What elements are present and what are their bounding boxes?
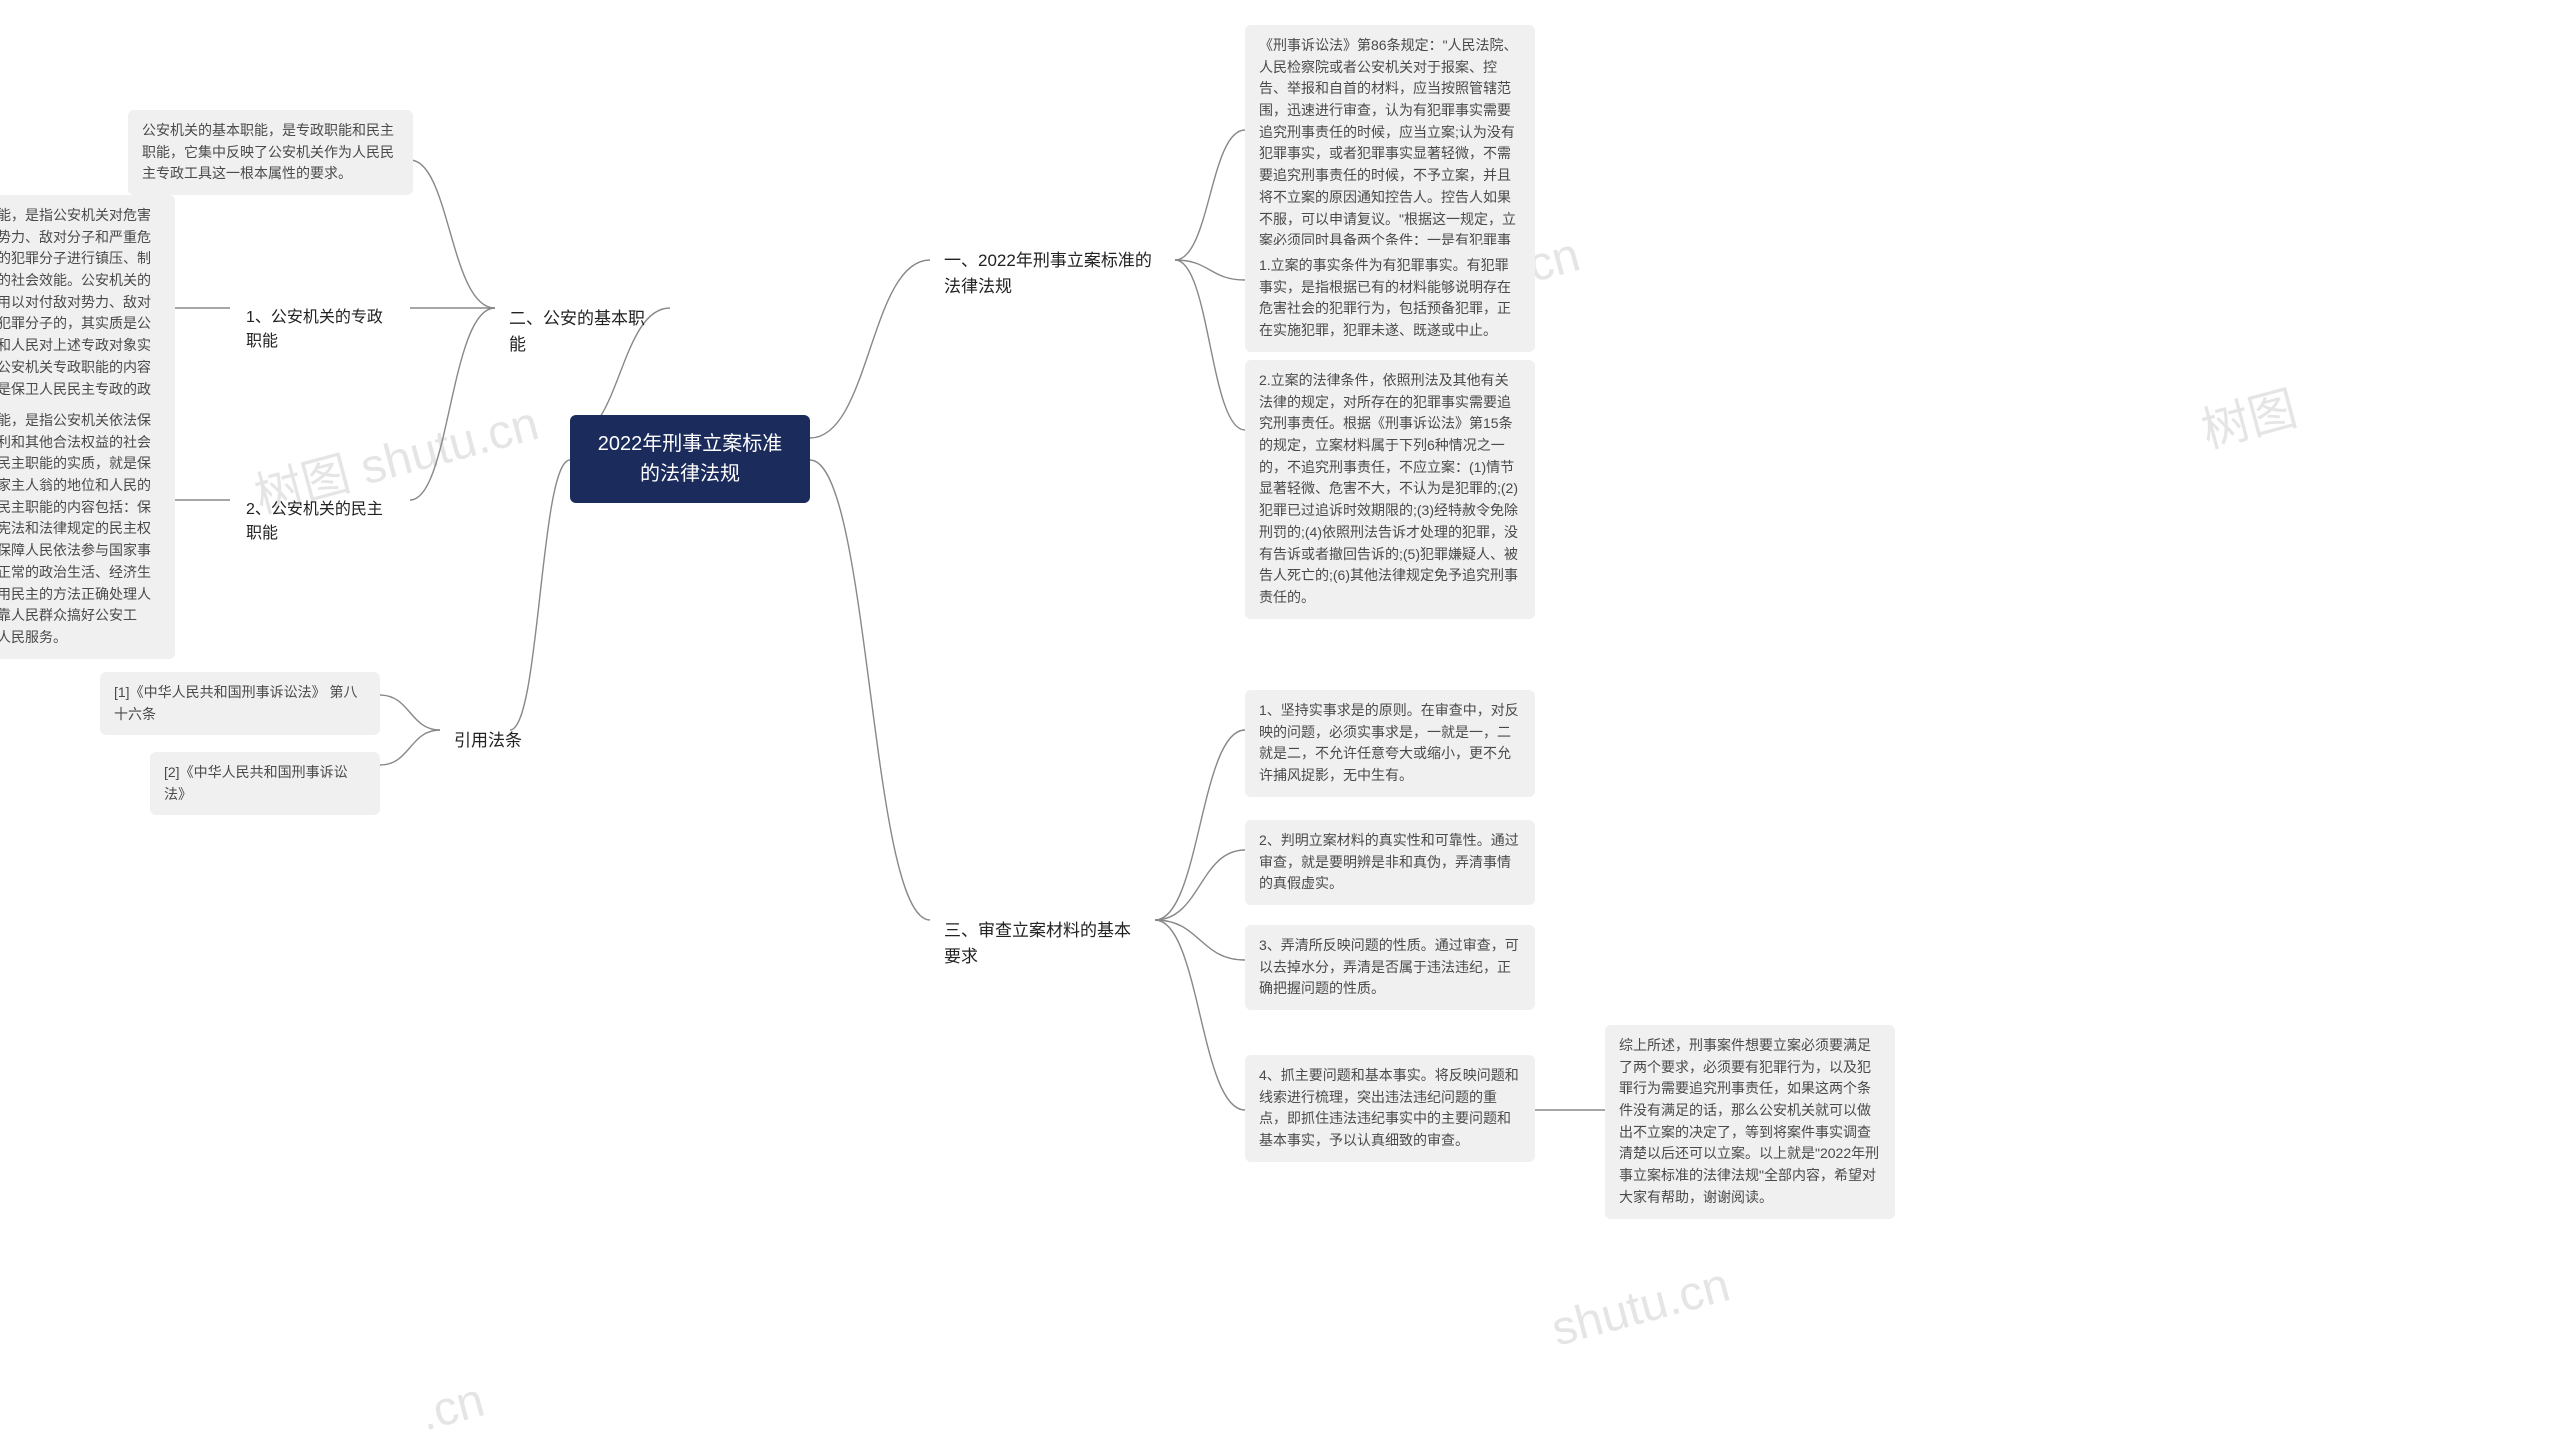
sub-l2-1-label: 1、公安机关的专政职能 xyxy=(246,309,383,350)
leaf-l2-2: 公安机关民主职能，是指公安机关依法保护人民的民主权利和其他合法权益的社会效能。公… xyxy=(0,400,175,659)
leaf-r1-c: 2.立案的法律条件，依照刑法及其他有关法律的规定，对所存在的犯罪事实需要追究刑事… xyxy=(1245,360,1535,619)
branch-r1: 一、2022年刑事立案标准的法律法规 xyxy=(930,238,1180,309)
branch-l2-label: 二、公安的基本职能 xyxy=(509,309,645,354)
sub-l2-2-label: 2、公安机关的民主职能 xyxy=(246,501,383,542)
leaf-l3-ref1-text: [1]《中华人民共和国刑事诉讼法》 第八十六条 xyxy=(114,684,357,722)
leaf-r3-1-text: 1、坚持实事求是的原则。在审查中，对反映的问题，必须实事求是，一就是一，二就是二… xyxy=(1259,702,1519,783)
leaf-r3-1: 1、坚持实事求是的原则。在审查中，对反映的问题，必须实事求是，一就是一，二就是二… xyxy=(1245,690,1535,797)
branch-l3: 引用法条 xyxy=(440,718,540,764)
leaf-r1-a-text: 《刑事诉讼法》第86条规定："人民法院、人民检察院或者公安机关对于报案、控告、举… xyxy=(1259,37,1518,270)
leaf-r3-4-extra-text: 综上所述，刑事案件想要立案必须要满足了两个要求，必须要有犯罪行为，以及犯罪行为需… xyxy=(1619,1037,1879,1205)
branch-l3-label: 引用法条 xyxy=(454,731,522,750)
watermark: shutu.cn xyxy=(1546,1257,1736,1357)
root-node: 2022年刑事立案标准的法律法规 xyxy=(570,415,810,503)
leaf-l3-ref1: [1]《中华人民共和国刑事诉讼法》 第八十六条 xyxy=(100,672,380,735)
leaf-r1-b-text: 1.立案的事实条件为有犯罪事实。有犯罪事实，是指根据已有的材料能够说明存在危害社… xyxy=(1259,257,1511,338)
sub-l2-1: 1、公安机关的专政职能 xyxy=(232,296,412,364)
leaf-r3-4-text: 4、抓主要问题和基本事实。将反映问题和线索进行梳理，突出违法违纪问题的重点，即抓… xyxy=(1259,1067,1519,1148)
branch-l2: 二、公安的基本职能 xyxy=(495,296,670,367)
watermark: 树图 xyxy=(2193,369,2304,461)
leaf-l2-intro-text: 公安机关的基本职能，是专政职能和民主职能，它集中反映了公安机关作为人民民主专政工… xyxy=(142,122,394,181)
branch-r3: 三、审查立案材料的基本要求 xyxy=(930,908,1160,979)
leaf-r1-b: 1.立案的事实条件为有犯罪事实。有犯罪事实，是指根据已有的材料能够说明存在危害社… xyxy=(1245,245,1535,352)
leaf-l2-intro: 公安机关的基本职能，是专政职能和民主职能，它集中反映了公安机关作为人民民主专政工… xyxy=(128,110,413,195)
leaf-l3-ref2: [2]《中华人民共和国刑事诉讼法》 xyxy=(150,752,380,815)
branch-r1-label: 一、2022年刑事立案标准的法律法规 xyxy=(944,251,1152,296)
watermark: .cn xyxy=(414,1373,490,1442)
leaf-l2-2-text: 公安机关民主职能，是指公安机关依法保护人民的民主权利和其他合法权益的社会效能。公… xyxy=(0,412,151,645)
sub-l2-2: 2、公安机关的民主职能 xyxy=(232,488,412,556)
leaf-l3-ref2-text: [2]《中华人民共和国刑事诉讼法》 xyxy=(164,764,348,802)
leaf-r3-4: 4、抓主要问题和基本事实。将反映问题和线索进行梳理，突出违法违纪问题的重点，即抓… xyxy=(1245,1055,1535,1162)
branch-r3-label: 三、审查立案材料的基本要求 xyxy=(944,921,1131,966)
leaf-r1-c-text: 2.立案的法律条件，依照刑法及其他有关法律的规定，对所存在的犯罪事实需要追究刑事… xyxy=(1259,372,1518,605)
leaf-r3-3: 3、弄清所反映问题的性质。通过审查，可以去掉水分，弄清是否属于违法违纪，正确把握… xyxy=(1245,925,1535,1010)
leaf-r3-2-text: 2、判明立案材料的真实性和可靠性。通过审查，就是要明辨是非和真伪，弄清事情的真假… xyxy=(1259,832,1519,891)
leaf-r3-4-extra: 综上所述，刑事案件想要立案必须要满足了两个要求，必须要有犯罪行为，以及犯罪行为需… xyxy=(1605,1025,1895,1219)
leaf-r3-2: 2、判明立案材料的真实性和可靠性。通过审查，就是要明辨是非和真伪，弄清事情的真假… xyxy=(1245,820,1535,905)
root-label: 2022年刑事立案标准的法律法规 xyxy=(598,433,783,485)
leaf-r3-3-text: 3、弄清所反映问题的性质。通过审查，可以去掉水分，弄清是否属于违法违纪，正确把握… xyxy=(1259,937,1519,996)
